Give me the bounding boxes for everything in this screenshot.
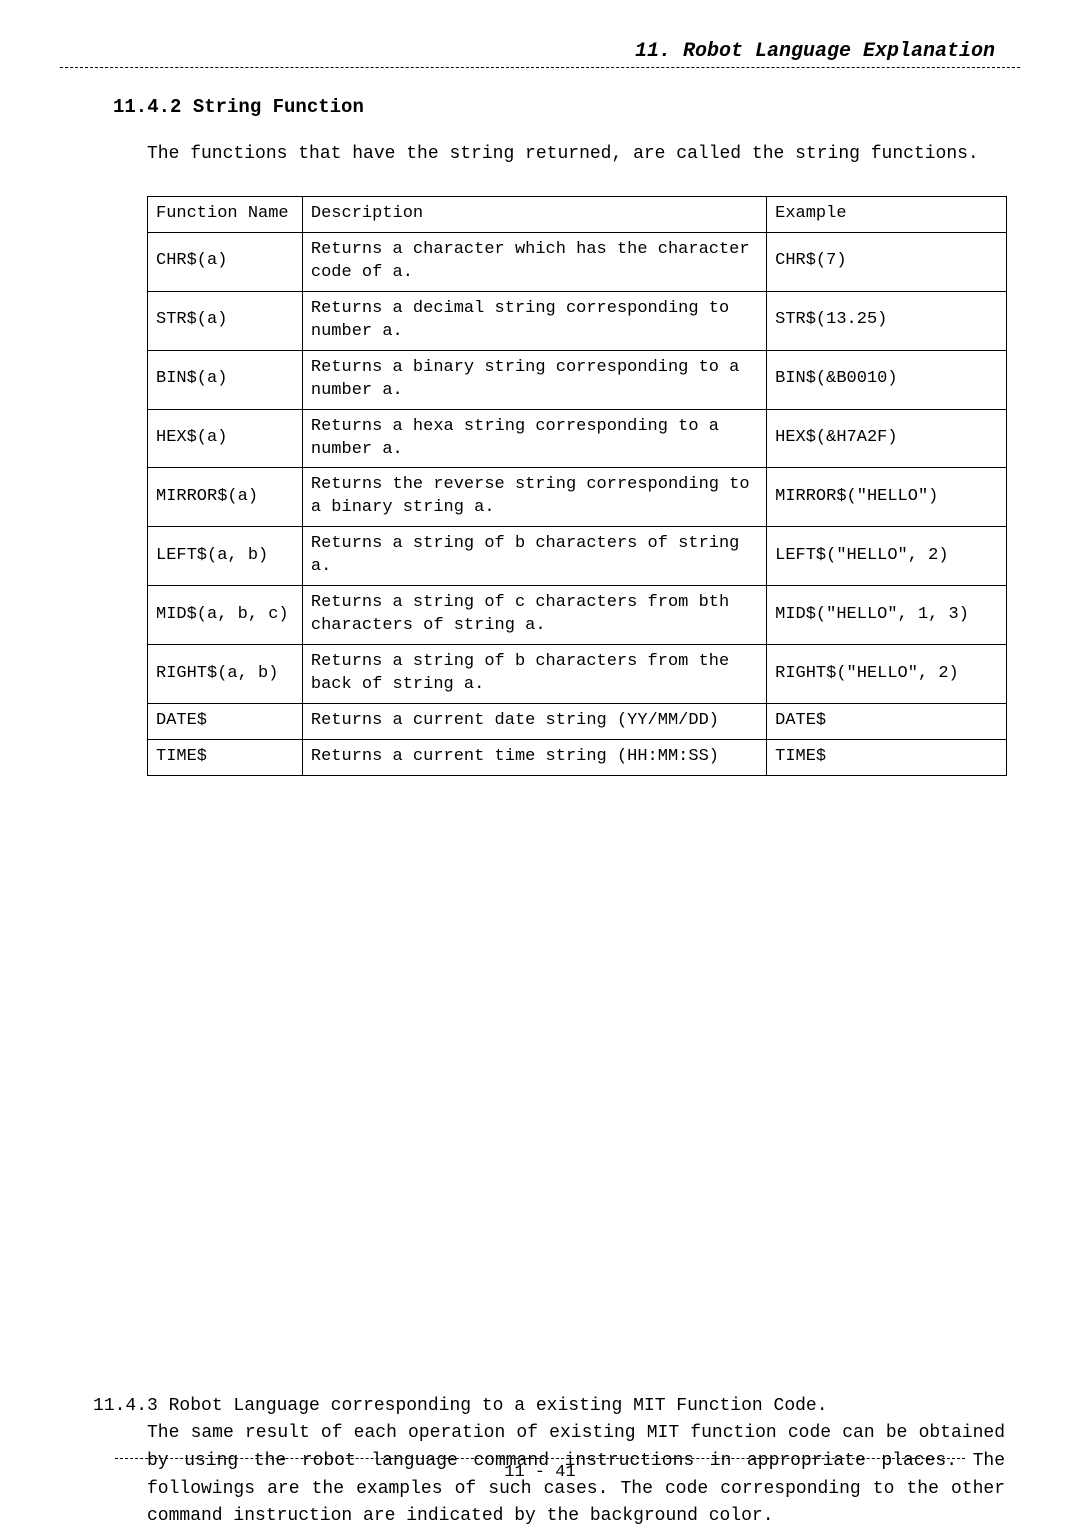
- cell-function-name: HEX$(a): [148, 409, 303, 468]
- cell-description: Returns a character which has the charac…: [302, 232, 766, 291]
- col-header-function: Function Name: [148, 197, 303, 233]
- cell-description: Returns a decimal string corresponding t…: [302, 291, 766, 350]
- subsection-title: 11.4.3 Robot Language corresponding to a…: [93, 1396, 1005, 1416]
- cell-function-name: CHR$(a): [148, 232, 303, 291]
- cell-description: Returns a current date string (YY/MM/DD): [302, 703, 766, 739]
- cell-description: Returns a binary string corresponding to…: [302, 350, 766, 409]
- cell-example: TIME$: [767, 739, 1007, 775]
- cell-function-name: MID$(a, b, c): [148, 586, 303, 645]
- section-title: 11.4.2 String Function: [113, 96, 1005, 118]
- table-row: CHR$(a) Returns a character which has th…: [148, 232, 1007, 291]
- cell-description: Returns a string of b characters of stri…: [302, 527, 766, 586]
- table-row: MID$(a, b, c) Returns a string of c char…: [148, 586, 1007, 645]
- cell-example: RIGHT$("HELLO", 2): [767, 645, 1007, 704]
- cell-description: Returns a hexa string corresponding to a…: [302, 409, 766, 468]
- table-row: HEX$(a) Returns a hexa string correspond…: [148, 409, 1007, 468]
- cell-example: MIRROR$("HELLO"): [767, 468, 1007, 527]
- cell-function-name: MIRROR$(a): [148, 468, 303, 527]
- col-header-example: Example: [767, 197, 1007, 233]
- footer-divider: [115, 1458, 965, 1459]
- cell-description: Returns a string of b characters from th…: [302, 645, 766, 704]
- table-header-row: Function Name Description Example: [148, 197, 1007, 233]
- page-number: 11 - 41: [0, 1463, 1080, 1482]
- cell-example: HEX$(&H7A2F): [767, 409, 1007, 468]
- string-function-table: Function Name Description Example CHR$(a…: [147, 196, 1007, 776]
- cell-function-name: RIGHT$(a, b): [148, 645, 303, 704]
- cell-example: CHR$(7): [767, 232, 1007, 291]
- cell-description: Returns a string of c characters from bt…: [302, 586, 766, 645]
- cell-example: LEFT$("HELLO", 2): [767, 527, 1007, 586]
- page-footer: 11 - 41: [0, 1458, 1080, 1482]
- cell-description: Returns the reverse string corresponding…: [302, 468, 766, 527]
- cell-function-name: LEFT$(a, b): [148, 527, 303, 586]
- table-row: RIGHT$(a, b) Returns a string of b chara…: [148, 645, 1007, 704]
- cell-example: MID$("HELLO", 1, 3): [767, 586, 1007, 645]
- table-row: MIRROR$(a) Returns the reverse string co…: [148, 468, 1007, 527]
- table-row: TIME$ Returns a current time string (HH:…: [148, 739, 1007, 775]
- cell-function-name: DATE$: [148, 703, 303, 739]
- cell-description: Returns a current time string (HH:MM:SS): [302, 739, 766, 775]
- cell-example: BIN$(&B0010): [767, 350, 1007, 409]
- header-divider: [60, 67, 1020, 68]
- chapter-header: 11. Robot Language Explanation: [75, 40, 1005, 63]
- cell-example: DATE$: [767, 703, 1007, 739]
- table-row: BIN$(a) Returns a binary string correspo…: [148, 350, 1007, 409]
- table-row: DATE$ Returns a current date string (YY/…: [148, 703, 1007, 739]
- col-header-description: Description: [302, 197, 766, 233]
- cell-function-name: TIME$: [148, 739, 303, 775]
- table-row: LEFT$(a, b) Returns a string of b charac…: [148, 527, 1007, 586]
- cell-function-name: BIN$(a): [148, 350, 303, 409]
- section-intro-text: The functions that have the string retur…: [147, 144, 1005, 164]
- cell-function-name: STR$(a): [148, 291, 303, 350]
- table-row: STR$(a) Returns a decimal string corresp…: [148, 291, 1007, 350]
- cell-example: STR$(13.25): [767, 291, 1007, 350]
